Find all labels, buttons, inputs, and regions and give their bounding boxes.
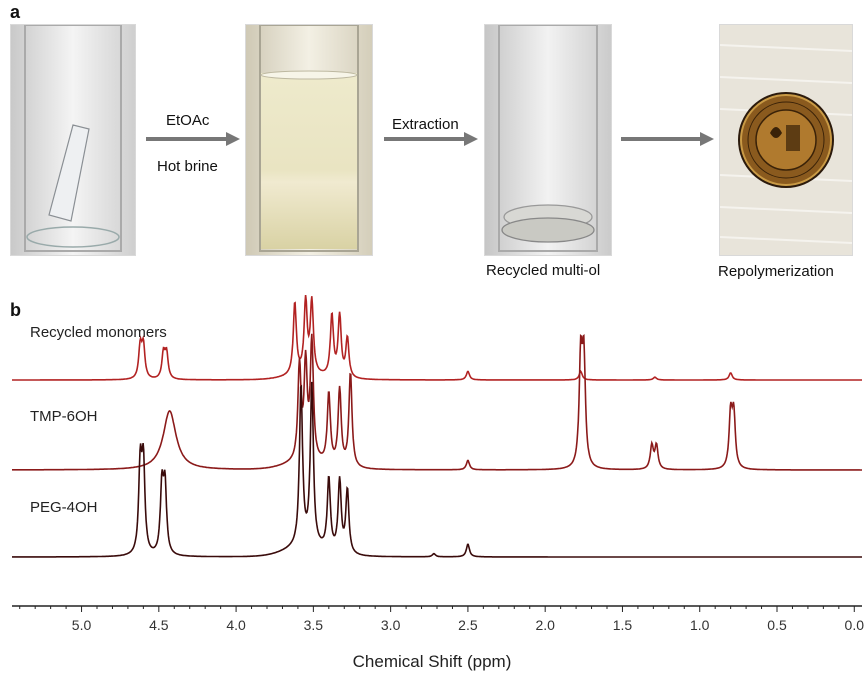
spectrum-label: Recycled monomers: [30, 324, 167, 341]
x-tick-label: 0.5: [767, 617, 787, 633]
x-tick-label: 1.0: [690, 617, 710, 633]
x-tick-label: 4.0: [226, 617, 246, 633]
arrow1-top-label: EtOAc: [166, 112, 210, 129]
vial-photo-empty: [10, 24, 136, 256]
x-tick-label: 2.5: [458, 617, 478, 633]
vial-photo-biphasic: [245, 24, 373, 256]
panel-a-label: a: [10, 2, 21, 22]
spectrum-line-tmp-6oh: [12, 333, 862, 471]
x-tick-label: 0.0: [845, 617, 865, 633]
arrow2-top-label: Extraction: [392, 116, 459, 133]
spectrum-line-peg-4oh: [12, 381, 862, 558]
panel-b-label: b: [10, 300, 21, 320]
x-axis-title: Chemical Shift (ppm): [353, 652, 512, 671]
arrow1-bottom-label: Hot brine: [157, 158, 218, 175]
x-tick-label: 3.5: [304, 617, 324, 633]
spectrum-line-recycled-monomers: [12, 295, 862, 381]
x-tick-label: 4.5: [149, 617, 169, 633]
vial-photo-recycled: [484, 24, 612, 256]
spectrum-label: TMP-6OH: [30, 408, 98, 425]
x-tick-label: 5.0: [72, 617, 92, 633]
spectrum-label: PEG-4OH: [30, 499, 98, 516]
x-tick-label: 1.5: [613, 617, 633, 633]
x-tick-label: 2.0: [535, 617, 555, 633]
x-tick-label: 3.0: [381, 617, 401, 633]
seal-disk-photo: [719, 24, 853, 256]
recycled-multi-ol-caption: Recycled multi-ol: [486, 262, 601, 279]
repolymerization-caption: Repolymerization: [718, 263, 834, 280]
